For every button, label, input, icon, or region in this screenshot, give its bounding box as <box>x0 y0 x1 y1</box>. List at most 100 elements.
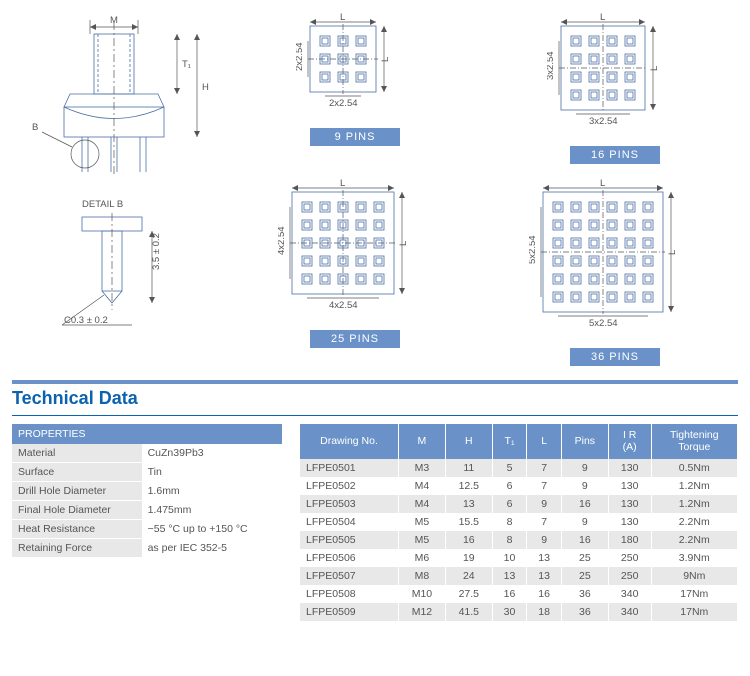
svg-text:L: L <box>600 12 605 23</box>
data-cell: 9Nm <box>651 567 737 585</box>
data-cell: 9 <box>527 495 562 513</box>
data-cell: 5 <box>492 459 527 477</box>
data-header: Pins <box>561 424 608 459</box>
svg-text:4x2.54: 4x2.54 <box>278 226 287 255</box>
data-cell: 13 <box>445 495 492 513</box>
data-cell: 7 <box>527 513 562 531</box>
data-cell: LFPE0507 <box>300 567 399 585</box>
dim-b: B <box>32 122 38 133</box>
data-cell: 25 <box>561 567 608 585</box>
data-cell: 6 <box>492 477 527 495</box>
dim-t1: T₁ <box>182 59 191 70</box>
data-cell: M5 <box>399 513 446 531</box>
data-cell: 17Nm <box>651 603 737 621</box>
data-cell: 16 <box>445 531 492 549</box>
tech-data-title: Technical Data <box>12 380 738 409</box>
data-cell: 340 <box>608 585 651 603</box>
data-cell: 130 <box>608 495 651 513</box>
data-cell: 130 <box>608 477 651 495</box>
pin-grid-section: LL2x2.542x2.549 PINSLL3x2.543x2.5416 PIN… <box>232 12 738 366</box>
data-cell: LFPE0501 <box>300 459 399 477</box>
pin-label: 36 PINS <box>570 348 660 366</box>
data-cell: 16 <box>492 585 527 603</box>
svg-text:L: L <box>340 12 345 23</box>
detail-chamfer: C0.3 ± 0.2 <box>64 315 108 326</box>
svg-text:L: L <box>667 250 678 255</box>
prop-val: 1.6mm <box>142 482 282 501</box>
data-header: TighteningTorque <box>651 424 737 459</box>
data-cell: M8 <box>399 567 446 585</box>
data-header: H <box>445 424 492 459</box>
svg-text:L: L <box>649 66 660 71</box>
data-header: T₁ <box>492 424 527 459</box>
pin-block: LL3x2.543x2.5416 PINS <box>505 12 725 164</box>
data-cell: 15.5 <box>445 513 492 531</box>
properties-table: PROPERTIES MaterialCuZn39Pb3SurfaceTinDr… <box>12 424 282 558</box>
prop-key: Material <box>12 444 142 463</box>
svg-text:2x2.54: 2x2.54 <box>329 98 358 109</box>
main-terminal-drawing: M T₁ H <box>12 12 212 192</box>
pin-label: 9 PINS <box>310 128 400 146</box>
svg-text:3x2.54: 3x2.54 <box>589 116 618 127</box>
svg-text:L: L <box>380 57 391 62</box>
svg-text:5x2.54: 5x2.54 <box>529 235 538 264</box>
data-cell: M3 <box>399 459 446 477</box>
properties-header: PROPERTIES <box>12 424 282 444</box>
data-cell: 36 <box>561 585 608 603</box>
svg-text:L: L <box>600 178 605 189</box>
detail-b-drawing: DETAIL B 3.5 ± 0.2 C0.3 ± 0.2 <box>12 195 212 345</box>
prop-val: CuZn39Pb3 <box>142 444 282 463</box>
data-cell: 3.9Nm <box>651 549 737 567</box>
data-cell: 130 <box>608 459 651 477</box>
svg-text:L: L <box>398 241 409 246</box>
pin-label: 25 PINS <box>310 330 400 348</box>
data-cell: 180 <box>608 531 651 549</box>
data-cell: LFPE0509 <box>300 603 399 621</box>
data-cell: M4 <box>399 495 446 513</box>
prop-val: Tin <box>142 463 282 482</box>
data-cell: 16 <box>561 495 608 513</box>
data-cell: 7 <box>527 459 562 477</box>
data-cell: 12.5 <box>445 477 492 495</box>
data-cell: M4 <box>399 477 446 495</box>
data-cell: 2.2Nm <box>651 513 737 531</box>
data-cell: M12 <box>399 603 446 621</box>
data-cell: 16 <box>527 585 562 603</box>
left-drawings: M T₁ H <box>12 12 212 366</box>
data-cell: 13 <box>492 567 527 585</box>
separator <box>12 415 738 416</box>
pin-label: 16 PINS <box>570 146 660 164</box>
data-cell: 9 <box>561 477 608 495</box>
data-cell: 24 <box>445 567 492 585</box>
data-cell: 9 <box>527 531 562 549</box>
data-cell: 7 <box>527 477 562 495</box>
data-cell: LFPE0508 <box>300 585 399 603</box>
data-cell: LFPE0506 <box>300 549 399 567</box>
data-cell: 41.5 <box>445 603 492 621</box>
prop-val: 1.475mm <box>142 501 282 520</box>
dim-h: H <box>202 82 209 93</box>
data-cell: 2.2Nm <box>651 531 737 549</box>
data-cell: 30 <box>492 603 527 621</box>
detail-b-title: DETAIL B <box>82 199 123 210</box>
pin-block: L L 2x2.54 2x2.54 9 PINS <box>245 12 465 164</box>
prop-key: Final Hole Diameter <box>12 501 142 520</box>
data-cell: 13 <box>527 567 562 585</box>
data-cell: LFPE0502 <box>300 477 399 495</box>
svg-text:4x2.54: 4x2.54 <box>329 300 358 311</box>
data-cell: 6 <box>492 495 527 513</box>
data-header: Drawing No. <box>300 424 399 459</box>
data-cell: 10 <box>492 549 527 567</box>
svg-text:2x2.54: 2x2.54 <box>296 42 305 71</box>
data-cell: M5 <box>399 531 446 549</box>
data-header: L <box>527 424 562 459</box>
data-cell: 8 <box>492 513 527 531</box>
prop-key: Drill Hole Diameter <box>12 482 142 501</box>
data-header: I R(A) <box>608 424 651 459</box>
data-cell: M6 <box>399 549 446 567</box>
data-cell: 25 <box>561 549 608 567</box>
data-cell: 0.5Nm <box>651 459 737 477</box>
pin-block: LL5x2.545x2.5436 PINS <box>505 178 725 366</box>
data-cell: 9 <box>561 459 608 477</box>
prop-val: −55 °C up to +150 °C <box>142 520 282 539</box>
